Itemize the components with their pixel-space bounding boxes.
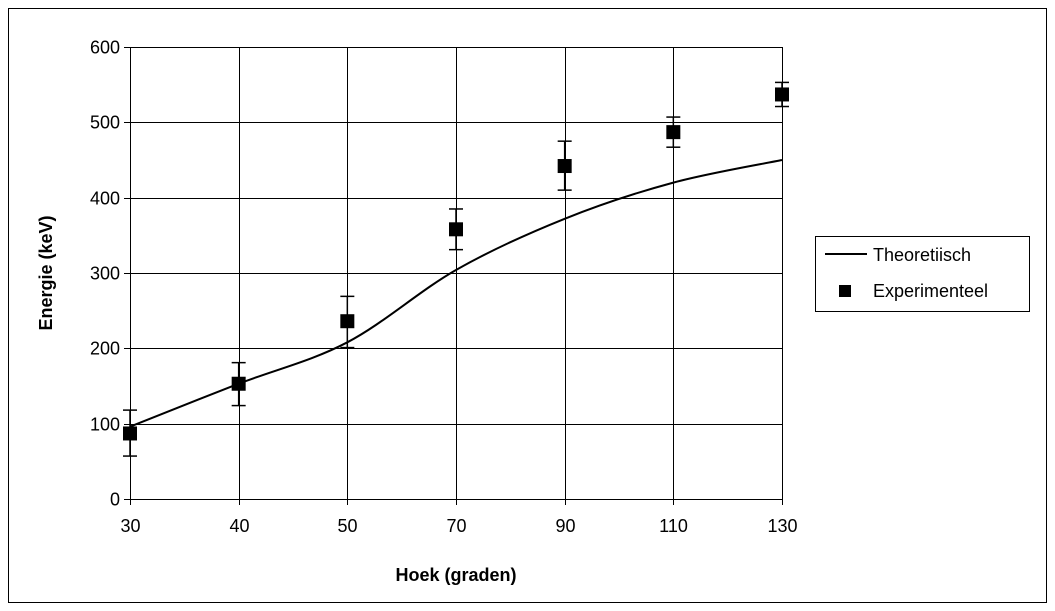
x-axis-title: Hoek (graden) bbox=[395, 565, 516, 585]
series-experimenteel bbox=[123, 81, 789, 457]
data-point bbox=[449, 222, 463, 237]
x-tick-label: 50 bbox=[337, 516, 357, 536]
y-tick-label: 300 bbox=[90, 264, 120, 284]
y-tick-label: 400 bbox=[90, 189, 120, 209]
x-tick-label: 70 bbox=[446, 516, 466, 536]
x-tick-label: 130 bbox=[767, 516, 797, 536]
data-point bbox=[775, 87, 789, 102]
y-tick-label: 600 bbox=[90, 38, 120, 58]
x-tick-label: 110 bbox=[659, 516, 688, 536]
x-tick-label: 30 bbox=[120, 516, 140, 536]
x-tick-label: 90 bbox=[555, 516, 575, 536]
y-tick-label: 0 bbox=[110, 490, 120, 510]
data-point bbox=[231, 376, 246, 391]
legend-square-symbol bbox=[839, 285, 851, 297]
y-tick-labels: 0 100 200 300 400 500 600 bbox=[90, 38, 120, 510]
data-point bbox=[666, 125, 681, 140]
legend: Theoretiisch Experimenteel bbox=[815, 236, 1030, 312]
y-tick-label: 100 bbox=[90, 415, 120, 435]
legend-label-experimenteel: Experimenteel bbox=[873, 281, 988, 301]
data-point bbox=[123, 426, 137, 441]
data-point bbox=[557, 159, 572, 174]
y-tick-label: 200 bbox=[90, 339, 120, 359]
x-tick-labels: 30 40 50 70 90 110 130 bbox=[120, 516, 797, 536]
y-axis-title: Energie (keV) bbox=[36, 215, 56, 330]
y-tick-label: 500 bbox=[90, 113, 120, 133]
legend-label-theoretiisch: Theoretiisch bbox=[873, 245, 971, 265]
data-point bbox=[340, 314, 355, 329]
legend-frame bbox=[815, 236, 1030, 312]
x-tick-label: 40 bbox=[229, 516, 249, 536]
